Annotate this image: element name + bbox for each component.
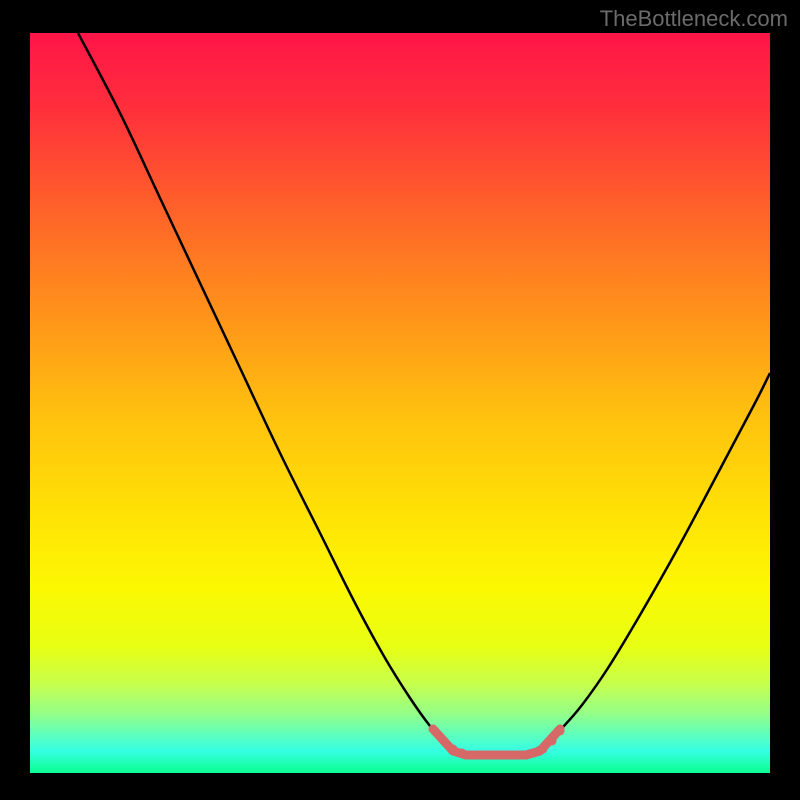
plot-area: [30, 33, 770, 773]
bottleneck-curve: [78, 33, 770, 755]
watermark-text: TheBottleneck.com: [600, 6, 788, 32]
curve-layer: [30, 33, 770, 773]
bracket-overlay: [431, 727, 565, 760]
